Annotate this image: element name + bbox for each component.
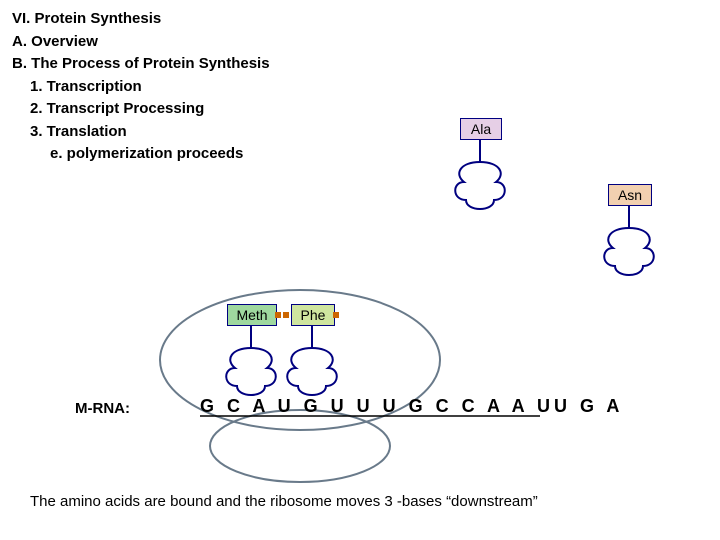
outline-l4: 1. Transcription xyxy=(30,76,270,99)
outline-l2: A. Overview xyxy=(12,31,270,54)
outline-l7: e. polymerization proceeds xyxy=(50,143,270,166)
connector-meth-right xyxy=(275,312,281,318)
mrna-sequence: G C A U G U U U G C C A A UU G A xyxy=(200,396,623,417)
trna-phe xyxy=(287,326,337,395)
outline-l3: B. The Process of Protein Synthesis xyxy=(12,53,270,76)
aa-phe-label: Phe xyxy=(301,307,326,323)
mrna-label: M-RNA: xyxy=(75,400,130,417)
aa-meth: Meth xyxy=(227,304,277,326)
ribosome-small xyxy=(210,410,390,482)
aa-meth-label: Meth xyxy=(236,307,267,323)
connector-phe-right xyxy=(333,312,339,318)
outline-l6: 3. Translation xyxy=(30,121,270,144)
trna-ala xyxy=(455,140,505,209)
aa-ala-label: Ala xyxy=(471,121,491,137)
trna-meth xyxy=(226,326,276,395)
aa-ala: Ala xyxy=(460,118,502,140)
aa-asn: Asn xyxy=(608,184,652,206)
aa-phe: Phe xyxy=(291,304,335,326)
aa-asn-label: Asn xyxy=(618,187,642,203)
outline-l1: VI. Protein Synthesis xyxy=(12,8,270,31)
caption-text: The amino acids are bound and the riboso… xyxy=(30,493,538,510)
connector-phe-left xyxy=(283,312,289,318)
outline-block: VI. Protein Synthesis A. Overview B. The… xyxy=(12,8,270,166)
outline-l5: 2. Transcript Processing xyxy=(30,98,270,121)
trna-asn xyxy=(604,206,654,275)
